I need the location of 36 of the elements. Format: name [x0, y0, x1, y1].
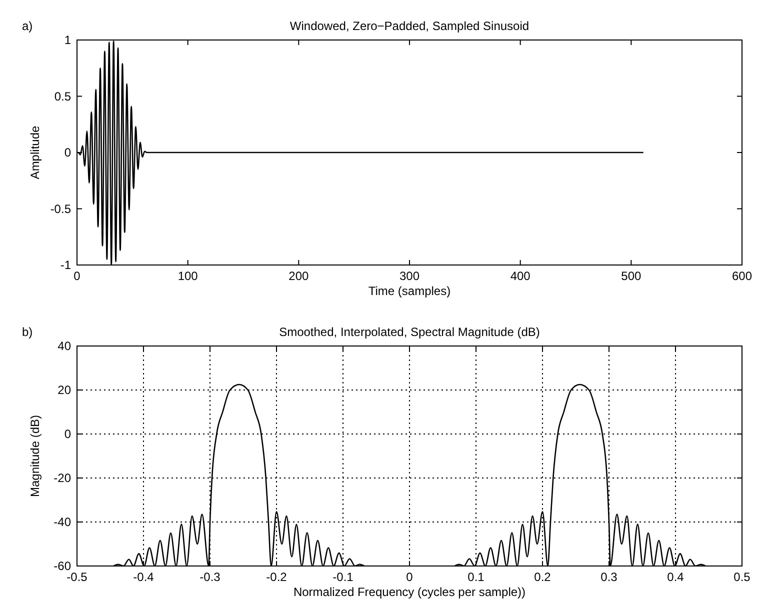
y-tick-label: 20 — [58, 383, 72, 397]
y-tick-label: 40 — [58, 339, 72, 353]
x-tick-label: 0 — [74, 269, 81, 283]
y-tick-label: -1 — [60, 258, 72, 272]
x-tick-label: -0.3 — [200, 570, 221, 584]
x-tick-label: 300 — [399, 269, 420, 283]
text: a) — [22, 19, 33, 33]
x-tick-label: -0.1 — [332, 570, 354, 584]
x-tick-label: -0.2 — [266, 570, 288, 584]
y-tick-label: -60 — [54, 559, 72, 573]
y-tick-label: 0 — [64, 146, 72, 160]
x-tick-label: 0.4 — [667, 570, 684, 584]
x-tick-label: -0.4 — [133, 570, 154, 584]
y-tick-label: 0 — [64, 427, 72, 441]
x-tick-label: 0.2 — [534, 570, 552, 584]
text: b) — [22, 325, 33, 339]
x-tick-label: 600 — [732, 269, 752, 283]
x-tick-label: 500 — [621, 269, 642, 283]
x-axis-title: Normalized Frequency (cycles per sample)) — [293, 585, 526, 599]
chart-title: Smoothed, Interpolated, Spectral Magnitude (dB) — [279, 325, 540, 339]
x-tick-label: 400 — [510, 269, 531, 283]
y-tick-label: -0.5 — [50, 202, 72, 216]
x-tick-label: 100 — [178, 269, 198, 283]
x-tick-label: 0.1 — [468, 570, 485, 584]
chart-title: Windowed, Zero−Padded, Sampled Sinusoid — [290, 19, 530, 33]
y-tick-label: -20 — [54, 471, 72, 485]
x-axis-title: Time (samples) — [368, 284, 451, 298]
x-tick-label: 200 — [288, 269, 309, 283]
y-tick-label: -40 — [54, 515, 72, 529]
y-tick-label: 0.5 — [54, 89, 72, 104]
y-tick-label: 1 — [64, 33, 72, 47]
y-axis-title: Magnitude (dB) — [28, 414, 42, 498]
x-tick-label: 0.5 — [734, 570, 751, 584]
y-axis-title: Amplitude — [28, 126, 42, 180]
x-tick-label: 0 — [406, 570, 414, 584]
x-tick-label: 0.3 — [600, 570, 618, 584]
